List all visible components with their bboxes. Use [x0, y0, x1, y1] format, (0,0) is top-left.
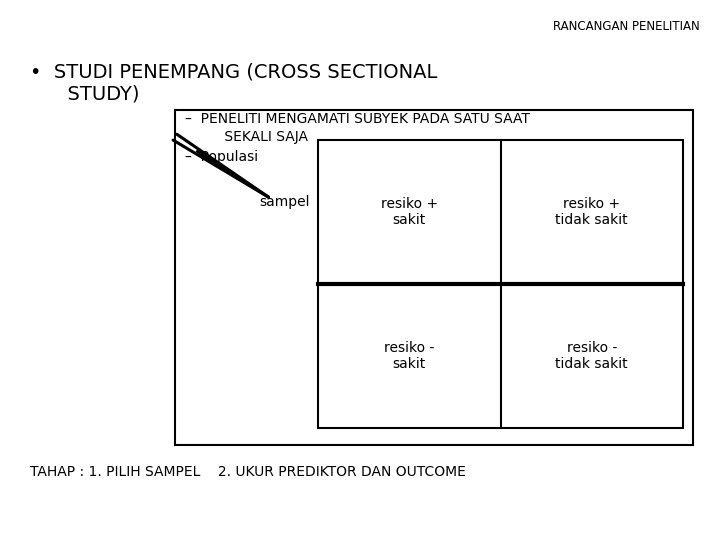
Bar [175, 110, 693, 445]
Text: TAHAP : 1. PILIH SAMPEL    2. UKUR PREDIKTOR DAN OUTCOME: TAHAP : 1. PILIH SAMPEL 2. UKUR PREDIKTO… [30, 465, 466, 479]
Text: •  STUDI PENEMPANG (CROSS SECTIONAL: • STUDI PENEMPANG (CROSS SECTIONAL [30, 62, 437, 81]
Text: –  Populasi: – Populasi [185, 150, 258, 164]
Text: sampel: sampel [259, 195, 310, 209]
Text: SEKALI SAJA: SEKALI SAJA [185, 130, 308, 144]
Text: STUDY): STUDY) [30, 84, 140, 103]
Text: resiko -
tidak sakit: resiko - tidak sakit [555, 341, 628, 371]
Text: RANCANGAN PENELITIAN: RANCANGAN PENELITIAN [553, 20, 700, 33]
Text: –  PENELITI MENGAMATI SUBYEK PADA SATU SAAT: – PENELITI MENGAMATI SUBYEK PADA SATU SA… [185, 112, 530, 126]
Bar [318, 140, 683, 428]
Text: resiko +
tidak sakit: resiko + tidak sakit [555, 197, 628, 227]
Text: resiko -
sakit: resiko - sakit [384, 341, 434, 371]
Text: resiko +
sakit: resiko + sakit [381, 197, 438, 227]
